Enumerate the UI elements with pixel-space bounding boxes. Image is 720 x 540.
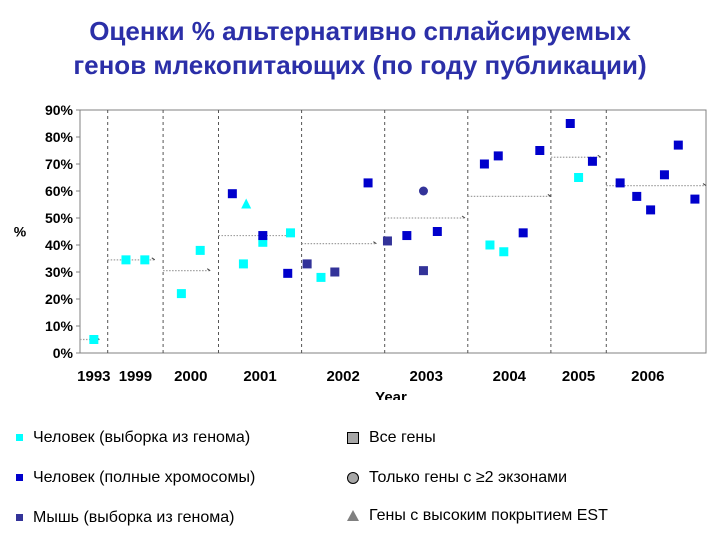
data-point: [330, 267, 340, 277]
legend-label: Мышь (выборка из генома): [33, 509, 235, 526]
gray-circle-icon: [347, 471, 359, 484]
gray-triangle-icon: [347, 510, 359, 522]
data-point-circle: [418, 186, 428, 196]
data-point: [227, 189, 237, 199]
x-tick-label: 2000: [174, 368, 207, 385]
trend-line-end: [547, 193, 552, 197]
trend-line-end: [597, 154, 602, 158]
trend-line-end: [151, 257, 156, 261]
y-tick-label: 20%: [45, 291, 74, 307]
y-tick-label: 0%: [53, 345, 74, 361]
data-point: [195, 245, 205, 255]
plot-area: [79, 109, 707, 354]
y-tick-label: 50%: [45, 210, 74, 226]
legend-item-genes-2-exons: Только гены с ≥2 экзонами: [347, 468, 567, 488]
data-point: [673, 140, 683, 150]
data-point: [121, 255, 131, 265]
data-point: [499, 247, 509, 257]
data-point: [238, 259, 248, 269]
data-point: [418, 266, 428, 276]
data-point: [535, 146, 545, 155]
data-point: [258, 237, 268, 247]
trend-line-end: [206, 268, 211, 272]
data-point: [659, 170, 669, 180]
trend-line-end: [373, 241, 377, 245]
x-tick-label: 1999: [119, 368, 152, 385]
data-point: [632, 191, 642, 201]
data-point: [140, 255, 150, 265]
x-tick-label: 2003: [410, 368, 443, 385]
data-point: [382, 236, 392, 246]
data-point: [283, 268, 293, 278]
data-point: [615, 178, 625, 188]
y-tick-label: 40%: [45, 237, 74, 253]
legend-item-all-genes: Все гены: [347, 428, 436, 448]
x-tick-label: 2005: [562, 368, 595, 385]
data-point: [479, 159, 489, 169]
data-point: [646, 205, 656, 215]
data-point: [316, 272, 326, 282]
trend-line-end: [702, 183, 707, 187]
y-tick-label: 80%: [45, 129, 74, 145]
legend-label: Человек (полные хромосомы): [33, 469, 256, 486]
y-tick-label: 60%: [45, 183, 74, 199]
legend-item-high-est-coverage: Гены с высоким покрытием EST: [347, 506, 608, 526]
data-point-triangle: [241, 198, 252, 209]
y-tick-label: 30%: [45, 264, 74, 280]
y-tick-label: 70%: [45, 156, 74, 172]
data-point: [485, 240, 495, 250]
title-line-2: генов млекопитающих (по году публикации): [73, 50, 647, 80]
data-point: [518, 228, 528, 238]
data-point: [493, 151, 503, 161]
data-point: [176, 289, 186, 299]
scatter-chart: 1993 1999 2000 2001 2002 2003 2004 2005 2006 0% 10…: [14, 102, 707, 400]
navy-square-icon: [16, 514, 23, 522]
gray-square-icon: [347, 431, 359, 444]
legend-item-mouse-genome-sample: Мышь (выборка из генома): [16, 508, 235, 528]
legend-item-human-full-chromosomes: Человек (полные хромосомы): [16, 468, 255, 488]
data-point: [402, 231, 412, 241]
x-tick-label: 2001: [243, 368, 276, 385]
legend-label: Только гены с ≥2 экзонами: [369, 469, 568, 486]
title-line-1: Оценки % альтернативно сплайсируемых: [89, 16, 631, 46]
data-point: [587, 156, 597, 166]
data-point: [302, 259, 312, 269]
y-axis-label: %: [14, 224, 27, 240]
blue-square-icon: [16, 474, 23, 482]
data-point: [89, 335, 99, 344]
legend-label: Человек (выборка из генома): [33, 429, 251, 446]
chart-title: Оценки % альтернативно сплайсируемых ген…: [0, 14, 720, 82]
x-tick-label: 1993: [77, 368, 110, 385]
cyan-square-icon: [16, 434, 23, 442]
data-point: [286, 228, 296, 238]
x-tick-label: 2004: [493, 368, 527, 385]
y-tick-label: 90%: [45, 102, 74, 118]
legend-label: Гены с высоким покрытием EST: [369, 507, 608, 524]
y-tick-label: 10%: [45, 318, 74, 334]
x-tick-label: 2002: [326, 368, 359, 385]
data-point: [690, 194, 700, 204]
legend-label: Все гены: [369, 429, 436, 446]
data-point: [363, 178, 373, 188]
x-axis-label: Year: [375, 389, 407, 400]
data-point: [574, 173, 584, 182]
data-point: [565, 119, 575, 128]
data-point: [258, 231, 268, 241]
legend-item-human-genome-sample: Человек (выборка из генома): [16, 428, 250, 448]
x-tick-label: 2006: [631, 368, 664, 385]
data-point: [432, 227, 442, 236]
trend-line-end: [461, 215, 466, 219]
